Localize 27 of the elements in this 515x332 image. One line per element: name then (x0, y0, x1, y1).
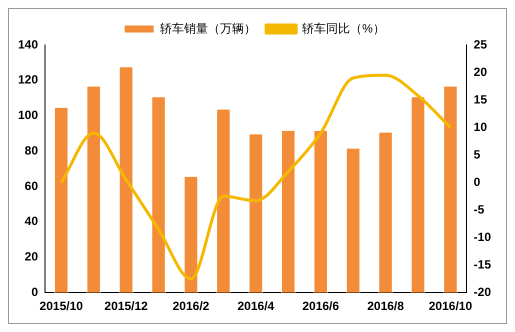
x-tick-label: 2015/10 (40, 299, 84, 314)
y2-tick-label: 25 (474, 37, 488, 52)
y-tick-label: 100 (18, 108, 38, 122)
y-tick-label: 120 (18, 72, 38, 87)
y-tick-label: 0 (31, 284, 38, 299)
x-tick-label: 2016/10 (428, 299, 472, 314)
legend-label: 轿车销量（万辆） (160, 21, 256, 36)
y2-tick-label: -10 (474, 230, 492, 244)
x-tick-label: 2016/6 (302, 299, 340, 314)
y-tick-label: 60 (24, 178, 38, 193)
x-tick-label: 2016/8 (367, 299, 404, 314)
x-tick-label: 2015/12 (104, 299, 148, 314)
y2-tick-label: 20 (474, 64, 488, 79)
y2-tick-label: -15 (474, 257, 492, 272)
y2-tick-label: 0 (474, 174, 481, 189)
y2-tick-label: 10 (474, 120, 488, 134)
y-tick-label: 80 (24, 143, 38, 158)
y2-tick-label: 15 (474, 92, 488, 106)
y2-tick-label: -5 (474, 202, 485, 216)
y-tick-label: 140 (18, 37, 38, 52)
y-tick-label: 20 (24, 250, 38, 264)
y-tick-label: 40 (24, 214, 38, 228)
legend-label: 轿车同比（%） (302, 21, 385, 36)
y2-tick-label: -20 (474, 284, 492, 299)
x-tick-label: 2016/2 (172, 299, 210, 314)
y2-tick-label: 5 (474, 147, 481, 162)
x-tick-label: 2016/4 (237, 299, 275, 314)
